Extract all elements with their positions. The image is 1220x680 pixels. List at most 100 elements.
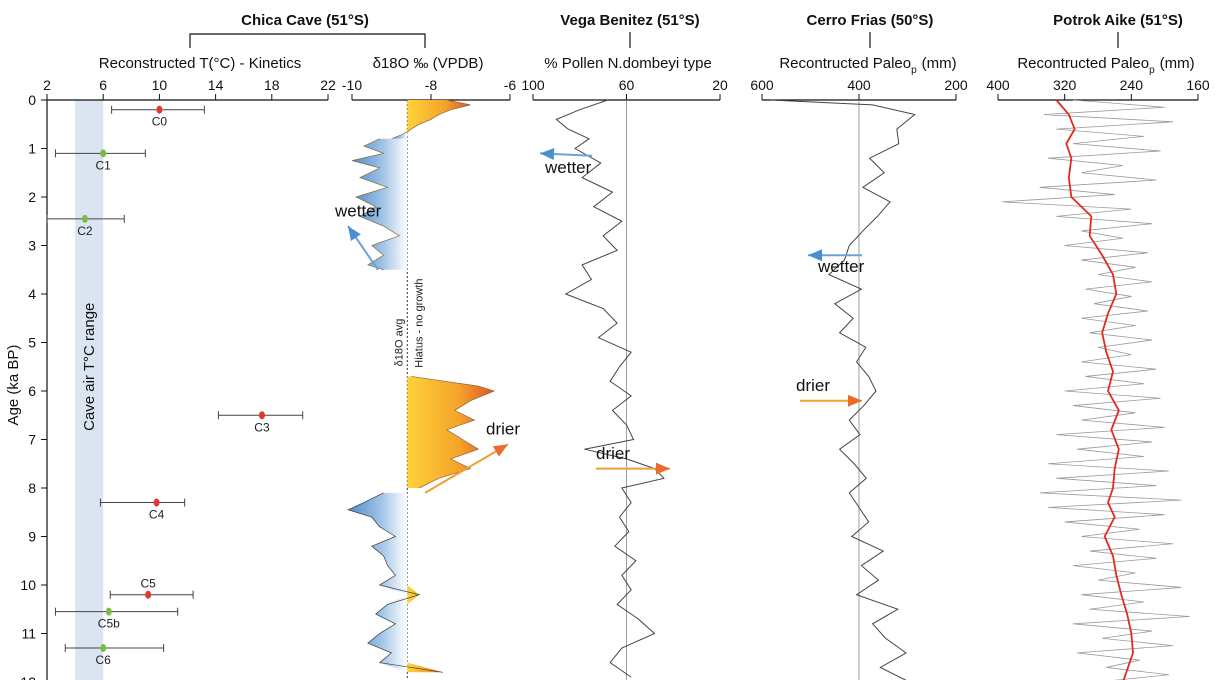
cerro-frias-line [770, 99, 916, 680]
point-marker [105, 607, 112, 616]
temperature-point-c6: C6 [64, 644, 165, 667]
d18o-axis-label: δ18O ‰ (VPDB) [373, 55, 484, 72]
temperature-point-c5: C5 [109, 577, 194, 599]
d18o-wetter-label: wetter [334, 201, 382, 220]
age-tick-label: 6 [28, 383, 36, 399]
point-marker [145, 590, 152, 599]
hiatus-label: Hiatus - no growth [413, 278, 425, 367]
temperature-tick-label: 14 [208, 77, 224, 93]
cerro-frias-wetter-label: wetter [817, 257, 865, 276]
cerro-frias-drier-arrow-head [848, 394, 862, 407]
cerro-frias-drier-label: drier [796, 376, 830, 395]
cerro-frias-wetter-arrow-head [808, 249, 822, 262]
temperature-point-c1: C1 [54, 149, 146, 172]
cerro-frias-axis-label-unit: (mm) [922, 55, 957, 72]
d18o-negative-fill-0 [391, 100, 408, 139]
pollen-tick-label: 20 [712, 77, 728, 93]
age-tick-label: 12 [20, 674, 36, 680]
cerro-frias-tick-label: 200 [944, 77, 968, 93]
d18o-line-1 [351, 138, 401, 271]
d18o-drier-arrow-head [492, 444, 508, 457]
potrok-aike-smooth-line [1055, 99, 1134, 680]
pollen-tick-label: 60 [619, 77, 635, 93]
d18o-drier-label: drier [486, 420, 520, 439]
age-tick-label: 4 [28, 286, 36, 302]
age-tick-label: 9 [28, 529, 36, 545]
potrok-aike-tick-label: 400 [986, 77, 1010, 93]
potrok-aike-axis-label-main: Recontructed Paleo [1017, 55, 1149, 72]
d18o-tick-label: -6 [504, 77, 517, 93]
cerro-frias-tick-label: 400 [847, 77, 871, 93]
pollen-wetter-arrow-head [540, 148, 555, 160]
pollen-tick-label: 100 [521, 77, 545, 93]
point-marker [100, 149, 107, 158]
temperature-tick-label: 10 [152, 77, 168, 93]
temperature-point-c5b: C5b [54, 607, 179, 631]
potrok-aike-tick-label: 320 [1053, 77, 1077, 93]
potrok-aike-axis-label-sub: p [1149, 65, 1155, 76]
cave-air-band [75, 100, 104, 680]
vega-benitez-title: Vega Benitez (51°S) [560, 12, 699, 29]
cerro-frias-tick-label: 600 [750, 77, 774, 93]
potrok-aike-title: Potrok Aike (51°S) [1053, 12, 1183, 29]
chica-cave-bracket [189, 33, 426, 48]
age-axis-label: Age (ka BP) [5, 345, 22, 426]
point-label: C4 [149, 508, 165, 522]
d18o-drier-arrow-shaft [424, 443, 509, 494]
cerro-frias-axis-label: Recontructed Paleop (mm) [779, 55, 956, 76]
temperature-point-c0: C0 [111, 105, 205, 129]
pollen-line [555, 99, 665, 678]
cerro-frias-axis-label-main: Recontructed Paleo [779, 55, 911, 72]
age-tick-label: 1 [28, 141, 36, 157]
point-label: C1 [96, 158, 112, 172]
temperature-tick-label: 18 [264, 77, 280, 93]
age-tick-label: 5 [28, 335, 36, 351]
d18o-line-0 [391, 99, 471, 140]
point-label: C0 [152, 115, 168, 129]
temperature-point-c2: C2 [46, 214, 125, 238]
chica-cave-title: Chica Cave (51°S) [241, 12, 369, 29]
d18o-tick-label: -8 [425, 77, 438, 93]
temperature-axis-label: Reconstructed T(°C) - Kinetics [99, 55, 301, 72]
pollen-axis-label: % Pollen N.dombeyi type [544, 55, 712, 72]
point-label: C2 [77, 224, 93, 238]
temperature-point-c3: C3 [217, 411, 304, 434]
pollen-wetter-label: wetter [544, 158, 592, 177]
age-tick-label: 8 [28, 480, 36, 496]
pollen-drier-label: drier [596, 444, 630, 463]
potrok-aike-axis-label-unit: (mm) [1160, 55, 1195, 72]
d18o-negative-fill-1 [352, 138, 408, 270]
temperature-tick-label: 22 [320, 77, 336, 93]
d18o-tick-label: -10 [342, 77, 362, 93]
age-tick-label: 3 [28, 238, 36, 254]
temperature-point-c4: C4 [99, 498, 186, 522]
d18o-positive-fill-0 [407, 100, 471, 139]
d18o-negative-fill-3 [348, 492, 408, 673]
d18o-positive-fill-3 [407, 492, 443, 673]
d18o-avg-label: δ18O avg [393, 319, 405, 367]
age-tick-label: 11 [21, 626, 36, 642]
temperature-tick-label: 2 [43, 77, 51, 93]
age-tick-label: 7 [28, 432, 36, 448]
point-label: C3 [254, 420, 270, 434]
temperature-tick-label: 6 [99, 77, 107, 93]
cave-air-band-label: Cave air T°C range [81, 303, 98, 431]
point-marker [156, 105, 163, 114]
d18o-wetter-arrow-head [348, 226, 361, 242]
age-tick-label: 0 [28, 92, 36, 108]
d18o-line-2 [411, 376, 496, 489]
age-tick-label: 10 [20, 577, 36, 593]
age-tick-label: 2 [28, 189, 36, 205]
pollen-drier-arrow-head [656, 462, 670, 475]
point-marker [100, 644, 107, 653]
point-label: C5 [140, 577, 156, 591]
d18o-line-3 [347, 492, 443, 673]
cerro-frias-title: Cerro Frias (50°S) [807, 12, 934, 29]
potrok-aike-raw-line [1002, 99, 1190, 680]
point-marker [153, 498, 160, 507]
point-marker [258, 411, 265, 420]
point-marker [81, 214, 88, 223]
potrok-aike-tick-label: 160 [1186, 77, 1210, 93]
point-label: C6 [96, 653, 112, 667]
